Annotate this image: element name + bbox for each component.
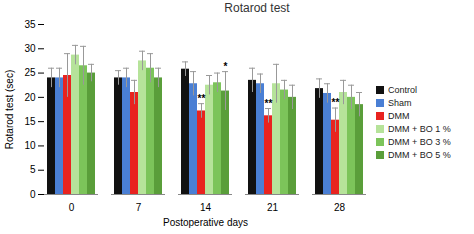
html-text:DMM: DMM	[388, 110, 410, 121]
svg-text:20: 20	[24, 92, 36, 103]
html-text:Rotarod test: Rotarod test	[224, 1, 290, 15]
svg-text:0: 0	[30, 189, 36, 200]
svg-text:21: 21	[267, 202, 279, 213]
svg-text:35: 35	[24, 19, 36, 30]
svg-text:**: **	[198, 93, 206, 104]
html-text:DMM + BO 1 %: DMM + BO 1 %	[388, 123, 451, 134]
svg-text:25: 25	[24, 67, 36, 78]
svg-text:*: *	[224, 61, 228, 72]
svg-text:10: 10	[24, 140, 36, 151]
svg-text:7: 7	[136, 202, 142, 213]
svg-text:Postoperative days: Postoperative days	[163, 217, 248, 228]
svg-text:5: 5	[30, 164, 36, 175]
svg-text:**: **	[332, 97, 340, 108]
svg-text:30: 30	[24, 43, 36, 54]
svg-text:Rotarod test (sec): Rotarod test (sec)	[4, 70, 15, 149]
html-text:DMM + BO 3 %: DMM + BO 3 %	[388, 136, 451, 147]
svg-text:14: 14	[200, 202, 212, 213]
svg-text:15: 15	[24, 116, 36, 127]
svg-text:28: 28	[334, 202, 346, 213]
html-text:Control: Control	[388, 84, 417, 95]
svg-text:0: 0	[69, 202, 75, 213]
svg-text:**: **	[265, 98, 273, 109]
html-text:Sham: Sham	[388, 97, 412, 108]
html-text:DMM + BO 5 %: DMM + BO 5 %	[388, 149, 451, 160]
